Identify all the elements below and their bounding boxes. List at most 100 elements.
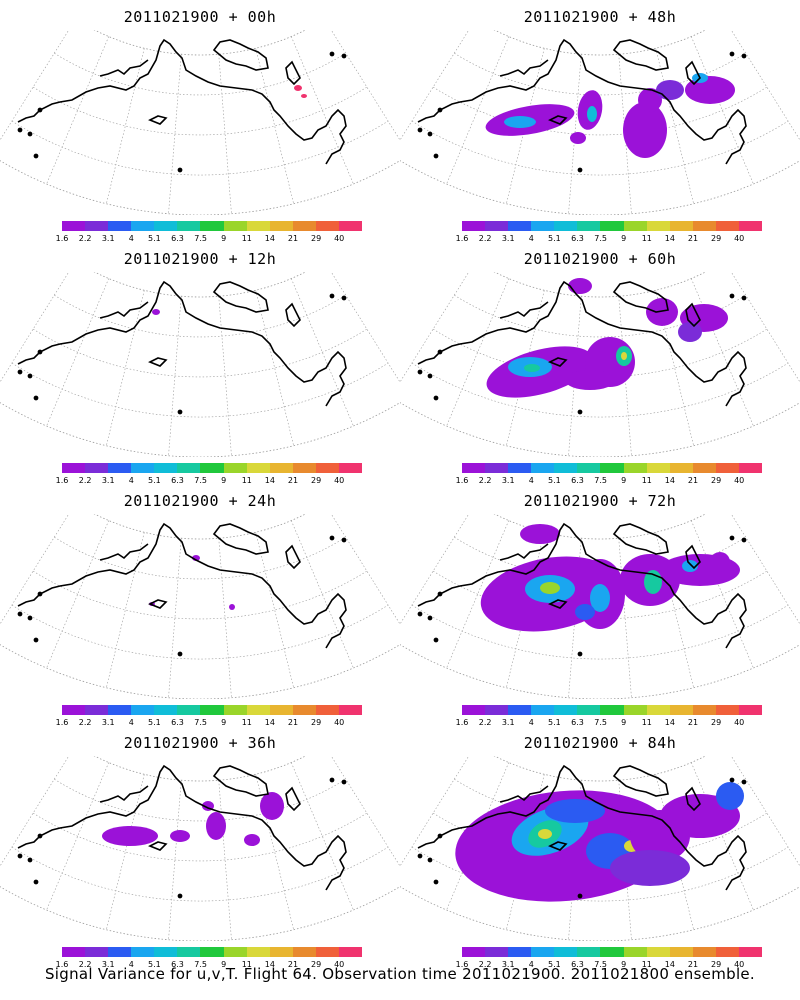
colorbar-swatch — [577, 947, 601, 957]
colorbar-tick-label: 2.2 — [478, 718, 492, 727]
variance-contour — [575, 604, 595, 620]
meridian-line — [691, 278, 754, 427]
coastline-path — [417, 522, 747, 649]
meridian-line — [618, 780, 632, 940]
coastline-path — [285, 544, 301, 570]
colorbar-tick-label: 5.1 — [148, 476, 161, 485]
meridian-line — [0, 514, 70, 625]
colorbar-labels: 1.6 2.2 3.1 4 5.1 6.3 7.5 9 11 14 21 29 40 — [50, 960, 370, 970]
coastline-path — [417, 38, 747, 165]
colorbar-swatch — [623, 463, 647, 473]
parallel-line — [32, 812, 368, 862]
coastline-path — [17, 764, 347, 891]
coastline-path — [148, 599, 168, 609]
colorbar-tick-label: 9 — [221, 960, 227, 969]
island-mark — [177, 167, 183, 173]
coastline-path — [417, 280, 747, 407]
colorbar-tick-label: 2.2 — [78, 234, 92, 243]
colorbar-swatch — [669, 947, 693, 957]
colorbar-tick-label: 6.3 — [571, 476, 584, 485]
colorbar-swatch — [600, 947, 624, 957]
colorbar-swatch — [462, 463, 486, 473]
colorbar-swatch — [715, 221, 739, 231]
colorbar-tick-label: 40 — [334, 960, 345, 969]
colorbar-swatch — [531, 221, 555, 231]
colorbar-tick-label: 5.1 — [548, 234, 561, 243]
variance-contour — [610, 850, 690, 886]
colorbar-tick-label: 9 — [221, 718, 227, 727]
colorbar-swatch — [554, 463, 578, 473]
colorbar-tick-label: 9 — [221, 234, 227, 243]
parallel-line — [493, 272, 707, 298]
colorbar-tick-label: 14 — [664, 960, 675, 969]
coastline — [17, 764, 347, 899]
colorbar-tick-label: 11 — [641, 960, 652, 969]
colorbar-swatch — [85, 947, 109, 957]
island-mark — [329, 293, 335, 299]
colorbar-swatch — [62, 947, 86, 957]
colorbar-swatch — [531, 947, 555, 957]
colorbar-tick-label: 6.3 — [571, 960, 584, 969]
island-mark — [27, 857, 33, 863]
coastline — [17, 38, 347, 173]
colorbar-swatch — [623, 705, 647, 715]
parallel-line — [411, 604, 789, 660]
colorbar-swatch — [269, 221, 293, 231]
colorbar-tick-label: 14 — [664, 234, 675, 243]
coastline-path — [685, 60, 701, 86]
island-mark — [437, 591, 443, 597]
coastline-path — [212, 523, 269, 555]
colorbar-tick-label: 29 — [311, 960, 322, 969]
meridian-line — [168, 296, 182, 456]
colorbar-swatch — [108, 947, 132, 957]
colorbar-tick-label: 29 — [711, 960, 722, 969]
colorbar-swatch — [246, 947, 270, 957]
colorbar-swatch — [223, 221, 247, 231]
coastline-path — [148, 357, 168, 367]
parallel-line — [54, 52, 346, 96]
island-mark — [37, 107, 43, 113]
island-mark — [741, 537, 747, 543]
colorbar-swatch — [62, 221, 86, 231]
variance-contour — [102, 826, 158, 846]
forecast-panel-60h: 2011021900 + 60h 1.6 2.2 3.1 4 5.1 6.3 7.5 9 11 1… — [400, 242, 800, 485]
colorbar-swatch — [269, 705, 293, 715]
colorbar-tick-label: 11 — [241, 960, 252, 969]
colorbar-tick-label: 2.2 — [478, 234, 492, 243]
variance-contour — [504, 116, 536, 128]
forecast-panel-36h: 2011021900 + 36h 1.6 2.2 3.1 4 5.1 6.3 7.5 9 11 1… — [0, 726, 400, 970]
map — [0, 514, 400, 699]
colorbar-swatch — [223, 705, 247, 715]
meridian-line — [255, 48, 294, 204]
coastline-path — [499, 785, 549, 803]
forecast-panel-84h: 2011021900 + 84h 1.6 2.2 3.1 4 5.1 6.3 7.5 9 11 1… — [400, 726, 800, 969]
meridian-line — [691, 520, 754, 669]
meridian-line — [46, 520, 109, 669]
coastline-path — [148, 115, 168, 125]
meridian-line — [400, 756, 470, 867]
colorbar-tick-label: 29 — [311, 476, 322, 485]
parallel-line — [32, 86, 368, 136]
variance-contour — [568, 278, 592, 294]
colorbar-tick-label: 4 — [528, 234, 534, 243]
coastline-path — [612, 523, 669, 555]
island-mark — [437, 349, 443, 355]
coastline-path — [17, 280, 347, 407]
variance-contour — [545, 799, 605, 823]
colorbar-swatch — [531, 463, 555, 473]
island-mark — [17, 611, 23, 617]
meridian-line — [0, 272, 70, 383]
variance-contour — [206, 812, 226, 840]
parallel-line — [11, 846, 389, 902]
coastline-path — [285, 786, 301, 812]
variance-contour — [565, 370, 615, 390]
map — [0, 756, 400, 941]
coastline — [417, 764, 747, 899]
colorbar-swatch — [646, 221, 670, 231]
colorbar-swatch — [338, 221, 363, 231]
parallel-line — [11, 120, 389, 176]
island-mark — [427, 373, 433, 379]
variance-field — [152, 309, 160, 315]
panel-title: 2011021900 + 48h — [523, 8, 677, 26]
coastline — [17, 280, 347, 415]
